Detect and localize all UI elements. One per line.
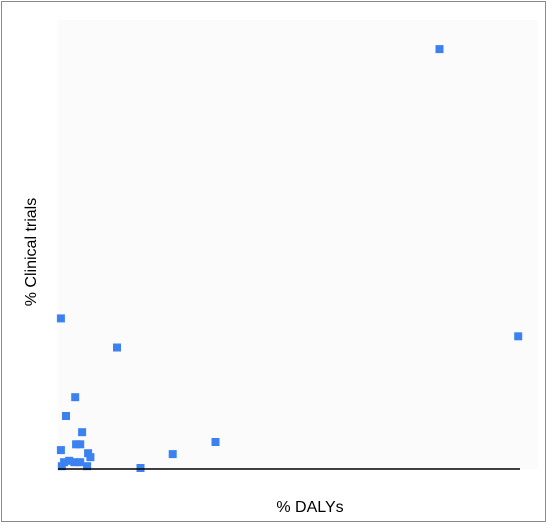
data-point-15: [76, 458, 85, 467]
data-point-14: [70, 458, 79, 467]
y-axis-label: % Clinical trials: [23, 197, 40, 307]
plot-area: [58, 20, 538, 469]
data-point-20: [168, 450, 177, 459]
data-point-17: [57, 462, 66, 471]
data-point-19: [136, 464, 145, 472]
data-point-3: [56, 314, 65, 323]
data-point-21: [211, 438, 220, 446]
x-axis-label: % DALYs: [276, 499, 344, 516]
data-point-2: [514, 332, 523, 341]
points-layer: [56, 45, 523, 472]
data-point-1: [435, 45, 444, 54]
data-point-4: [113, 343, 121, 352]
data-point-11: [86, 453, 95, 462]
data-point-13: [65, 456, 74, 465]
data-point-5: [71, 393, 80, 402]
data-point-8: [72, 440, 81, 449]
data-point-7: [78, 428, 87, 437]
data-point-18: [56, 446, 65, 455]
data-point-16: [83, 462, 92, 471]
data-point-9: [76, 440, 85, 449]
data-point-6: [62, 412, 70, 420]
